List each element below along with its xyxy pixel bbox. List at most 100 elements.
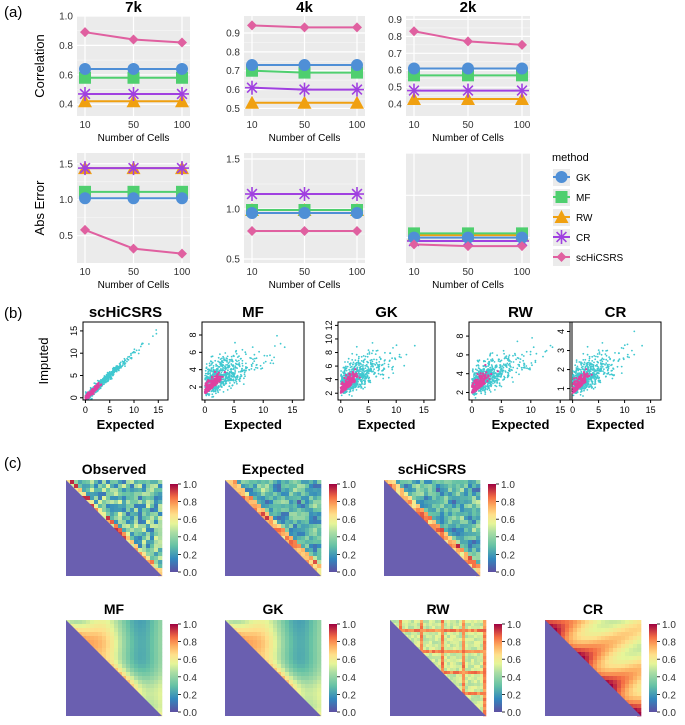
y-tick-label: 4 (324, 377, 334, 382)
heatmap-cell (237, 484, 242, 489)
data-point (641, 344, 643, 347)
data-point (235, 349, 238, 352)
series-MF (79, 71, 188, 84)
data-point (484, 377, 487, 380)
colorbar: 1.00.80.60.40.20.0 (170, 480, 197, 579)
heatmap-cell (297, 548, 302, 553)
data-point (476, 369, 479, 372)
data-point (236, 360, 238, 363)
data-point (522, 366, 525, 369)
data-point (130, 352, 132, 355)
heatmap-cell (114, 484, 119, 489)
heatmap-cell (313, 560, 318, 565)
data-point (243, 369, 246, 372)
y-tick-label: 3 (556, 348, 566, 353)
heatmap-cell (134, 508, 139, 513)
series-CR (407, 83, 529, 98)
x-axis-label: Expected (97, 417, 155, 432)
data-point (535, 352, 538, 355)
data-point (400, 356, 402, 359)
data-point (609, 373, 611, 376)
data-point (583, 387, 586, 389)
data-point (602, 370, 604, 372)
data-point (93, 382, 96, 384)
heatmap-cell (94, 508, 99, 513)
data-point (93, 388, 96, 391)
y-tick-label: 4 (188, 367, 198, 372)
data-point (85, 395, 88, 398)
point-CR-50 (126, 161, 141, 176)
heatmap-cell (233, 484, 238, 489)
data-point (204, 378, 207, 380)
data-point (230, 375, 233, 378)
heatmap-cell (134, 484, 139, 489)
data-point (350, 376, 353, 380)
data-point (605, 366, 608, 369)
x-tick-label: 50 (299, 267, 311, 278)
heatmap-cell (114, 504, 119, 509)
data-point (358, 376, 361, 379)
data-point (210, 381, 213, 384)
data-point (394, 358, 397, 361)
data-point (362, 367, 364, 369)
data-point (489, 376, 492, 378)
data-point (633, 330, 636, 333)
data-point (493, 361, 496, 363)
heatmap-cell (154, 488, 159, 493)
heatmap-cell (261, 496, 266, 501)
data-point (500, 359, 503, 362)
heatmap-cell (158, 552, 163, 557)
data-point (370, 368, 373, 370)
data-point (576, 373, 579, 376)
data-point (587, 381, 590, 383)
heatmap-cell (309, 520, 314, 525)
heatmap-cell (158, 564, 163, 569)
data-point (478, 385, 481, 388)
data-point (234, 376, 237, 379)
data-point (205, 363, 208, 365)
data-point (344, 361, 346, 363)
data-point (495, 385, 498, 388)
data-point (512, 381, 514, 383)
data-point (348, 393, 351, 396)
heatmap-cell (273, 504, 278, 509)
data-point (263, 354, 266, 357)
chart-title: GK (375, 304, 398, 321)
x-tick-label: 10 (258, 405, 268, 415)
point-CR-100 (350, 82, 364, 97)
heatmap-cell (154, 508, 159, 513)
data-point (115, 368, 118, 370)
data-point (360, 382, 363, 384)
data-point (574, 374, 577, 377)
colorbar-tick-label: 0.8 (342, 498, 356, 509)
data-point (96, 386, 99, 389)
heatmap-cell (158, 548, 163, 553)
data-point (208, 388, 211, 391)
heatmap-cell (106, 516, 111, 521)
colorbar-tick-label: 0.8 (183, 498, 197, 509)
heatmap-cell (313, 528, 318, 533)
heatmap-cell (309, 484, 314, 489)
data-point (590, 365, 593, 368)
data-point (235, 366, 237, 369)
data-point (496, 370, 499, 373)
heatmap-cell (273, 480, 278, 485)
heatmap-cell (154, 496, 159, 501)
heatmap-cell (90, 492, 95, 497)
data-point (594, 380, 597, 383)
heatmap-cell (301, 516, 306, 521)
heatmap-cell (130, 492, 135, 497)
heatmap-cell (249, 496, 254, 501)
data-point (580, 364, 583, 366)
heatmap-cell (257, 504, 262, 509)
data-point (216, 367, 219, 370)
heatmap-title: Observed (82, 461, 147, 477)
data-point (572, 370, 574, 372)
data-point (503, 378, 505, 381)
data-point (584, 380, 587, 383)
data-point (600, 358, 603, 361)
y-tick-label: 10 (324, 334, 334, 344)
data-point (620, 372, 623, 374)
x-tick-label: 50 (299, 120, 311, 131)
